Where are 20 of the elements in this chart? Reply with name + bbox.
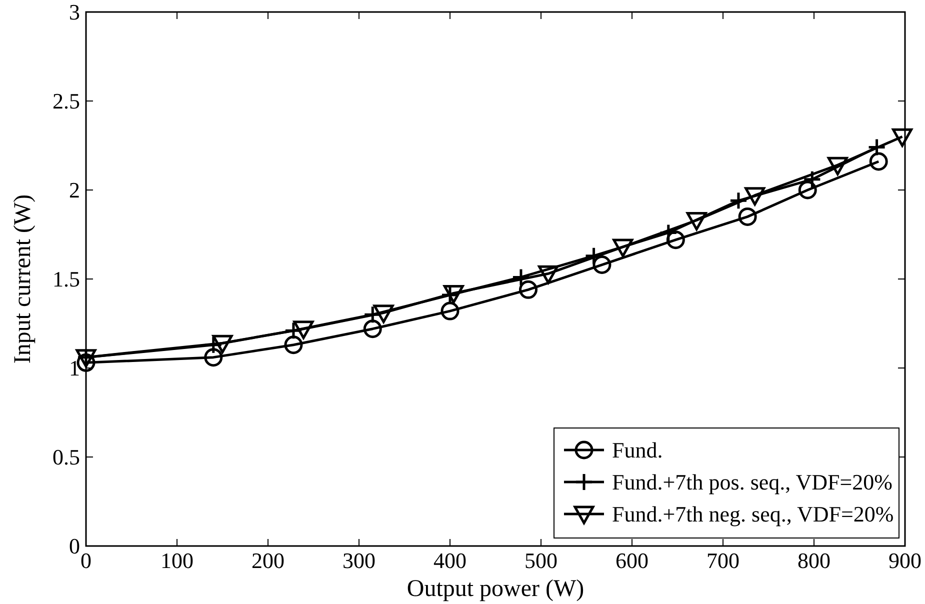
x-tick-label: 200 [252,548,284,573]
legend-label: Fund.+7th neg. seq., VDF=20% [612,502,894,527]
y-tick-label: 1.5 [52,266,80,292]
x-tick-label: 100 [160,548,194,573]
x-tick-label: 400 [434,548,466,573]
y-tick-label: 2 [69,178,80,203]
x-tick-label: 500 [524,548,558,573]
x-tick-label: 600 [616,548,648,573]
y-tick-label: 0.5 [52,444,80,470]
x-tick-label: 300 [342,548,376,573]
x-axis-title: Output power (W) [406,576,584,602]
y-tick-label: 1 [69,356,80,381]
legend-label: Fund.+7th pos. seq., VDF=20% [612,470,892,495]
x-tick-label: 800 [798,548,830,573]
legend-label: Fund. [612,438,663,463]
y-tick-label: 3 [69,0,80,25]
y-axis-title: Input current (W) [10,194,36,364]
x-tick-label: 900 [888,548,922,573]
x-tick-label: 700 [706,548,740,573]
y-tick-label: 2.5 [52,88,80,114]
